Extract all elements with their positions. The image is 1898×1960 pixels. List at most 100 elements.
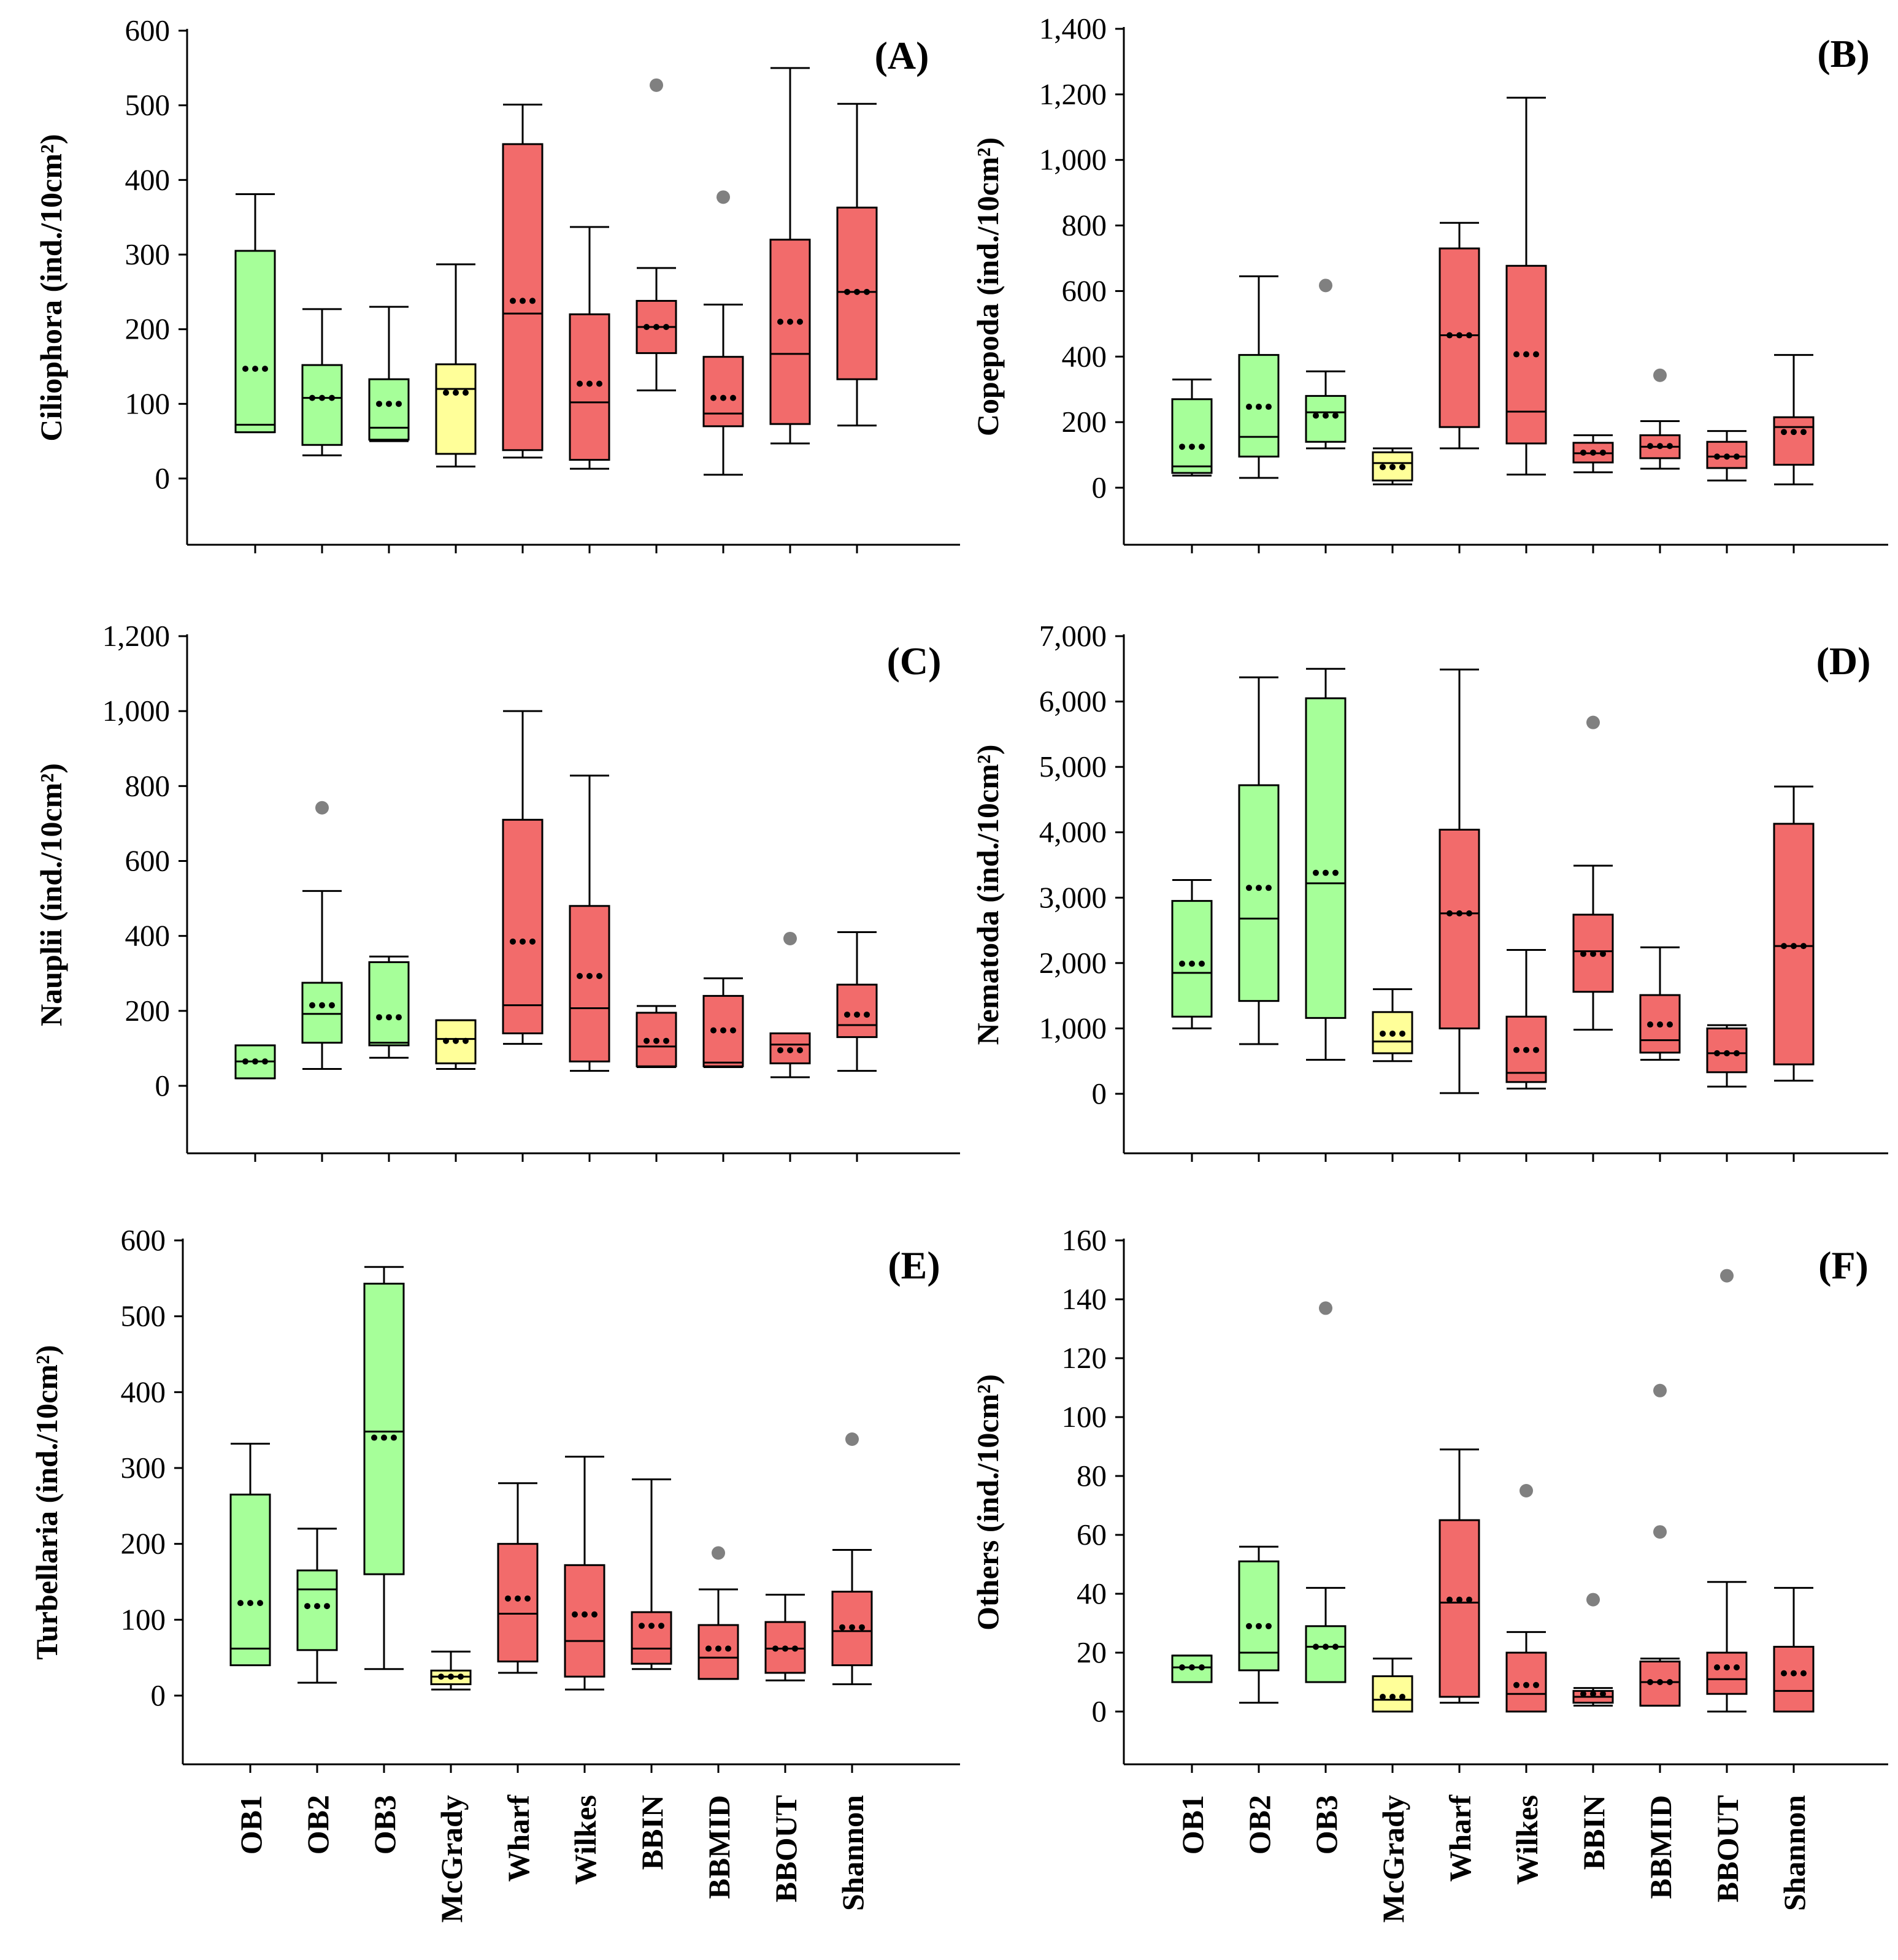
iqr-box — [234, 250, 276, 434]
y-tick-label: 400 — [1062, 339, 1107, 373]
y-tick-label: 5,000 — [1039, 750, 1107, 783]
mean-dot — [1647, 443, 1653, 450]
iqr-box — [1439, 1519, 1480, 1698]
y-tick-label: 6,000 — [1039, 685, 1107, 718]
y-tick-label: 600 — [121, 1223, 166, 1257]
box-ob1 — [234, 1044, 276, 1080]
mean-dot — [1323, 412, 1329, 419]
mean-dot — [453, 1037, 459, 1044]
mean-dot — [596, 973, 602, 980]
category-label-ob1: OB1 — [1175, 1795, 1210, 1854]
y-axis-title: Copepoda (ind./10cm²) — [970, 137, 1005, 436]
mean-dot — [1199, 444, 1205, 450]
box-wilkes — [569, 774, 610, 1072]
mean-dot — [252, 366, 258, 372]
mean-dot — [1667, 443, 1673, 450]
mean-dot — [586, 973, 593, 980]
mean-dot — [710, 1027, 717, 1034]
mean-dot — [1724, 1050, 1730, 1056]
mean-dot — [859, 1624, 865, 1631]
iqr-box — [1238, 784, 1280, 1002]
mean-dot — [1590, 950, 1596, 957]
box-ob3 — [368, 955, 410, 1059]
iqr-box — [697, 1624, 739, 1680]
mean-dot — [520, 298, 526, 304]
mean-dot — [463, 390, 469, 396]
box-mcgrady — [1372, 447, 1413, 486]
box-mcgrady — [435, 1019, 477, 1070]
panel-e: 0 100 200 300 400 500 600 Turbellaria (ind./10c… — [29, 1223, 960, 1923]
mean-dot — [1800, 429, 1807, 436]
box-mcgrady — [1372, 988, 1413, 1063]
category-label-wilkes: Wilkes — [568, 1795, 602, 1885]
panel-b: 0 200 400 600 800 1,000 1,200 1,400 Copepoda (in… — [970, 12, 1888, 553]
mean-dot — [1189, 1664, 1195, 1670]
mean-dot — [505, 1595, 511, 1602]
box-wharf — [497, 1482, 539, 1674]
mean-dot — [1523, 1681, 1529, 1688]
mean-dot — [844, 288, 850, 295]
iqr-box — [301, 364, 343, 446]
category-label-bbout: BBOUT — [769, 1795, 803, 1902]
mean-dot — [1657, 443, 1663, 450]
mean-dot — [1523, 351, 1529, 358]
outlier-point — [1520, 1484, 1533, 1497]
mean-dot — [720, 394, 726, 401]
mean-dot — [319, 394, 325, 401]
mean-dot — [1389, 1030, 1396, 1037]
iqr-box — [502, 143, 544, 452]
mean-dot — [1600, 1691, 1606, 1697]
mean-dot — [515, 1595, 521, 1602]
box-mcgrady — [430, 1650, 472, 1691]
mean-dot — [1332, 869, 1339, 876]
mean-dot — [1714, 453, 1720, 460]
y-tick-label: 100 — [125, 386, 171, 420]
mean-dot — [658, 1623, 664, 1629]
y-tick-label: 0 — [155, 461, 171, 495]
iqr-box — [229, 1493, 271, 1667]
mean-dot — [639, 1623, 645, 1629]
box-bbmid — [1639, 368, 1681, 470]
mean-dot — [314, 1603, 320, 1610]
mean-dot — [1533, 1681, 1539, 1688]
mean-dot — [844, 1011, 850, 1018]
y-tick-label: 140 — [1062, 1282, 1107, 1316]
iqr-box — [836, 983, 878, 1039]
box-bbin — [631, 1478, 672, 1670]
box-wilkes — [569, 226, 610, 470]
mean-dot — [1523, 1047, 1529, 1053]
box-ob2 — [301, 801, 343, 1070]
y-tick-label: 0 — [1092, 1077, 1107, 1110]
mean-dot — [242, 366, 248, 372]
mean-dot — [1389, 464, 1396, 471]
box-mcgrady — [1372, 1658, 1413, 1713]
mean-dot — [1580, 449, 1586, 456]
mean-dot — [1647, 1679, 1653, 1685]
mean-dot — [591, 1611, 597, 1618]
panel-label: (A) — [875, 34, 929, 77]
box-bbin — [1572, 715, 1614, 1031]
mean-dot — [864, 1011, 870, 1018]
box-wilkes — [564, 1455, 605, 1691]
iqr-box — [1171, 1654, 1213, 1683]
mean-dot — [1199, 1664, 1205, 1670]
y-tick-label: 7,000 — [1039, 619, 1107, 653]
y-tick-label: 200 — [121, 1527, 166, 1561]
box-shannon — [1773, 1586, 1815, 1713]
iqr-box — [1773, 416, 1815, 466]
box-bbout — [1706, 1024, 1748, 1088]
iqr-box — [564, 1564, 605, 1678]
mean-dot — [787, 318, 793, 325]
mean-dot — [1380, 1030, 1386, 1037]
box-ob3 — [1305, 1301, 1347, 1683]
box-shannon — [1773, 785, 1815, 1082]
mean-dot — [396, 401, 402, 407]
box-bbout — [1706, 1269, 1748, 1713]
mean-dot — [1399, 464, 1405, 471]
mean-dot — [1256, 404, 1262, 410]
box-wilkes — [1505, 96, 1547, 476]
mean-dot — [1800, 1670, 1807, 1677]
mean-dot — [1791, 943, 1797, 950]
mean-dot — [1447, 332, 1453, 339]
mean-dot — [1781, 429, 1787, 436]
